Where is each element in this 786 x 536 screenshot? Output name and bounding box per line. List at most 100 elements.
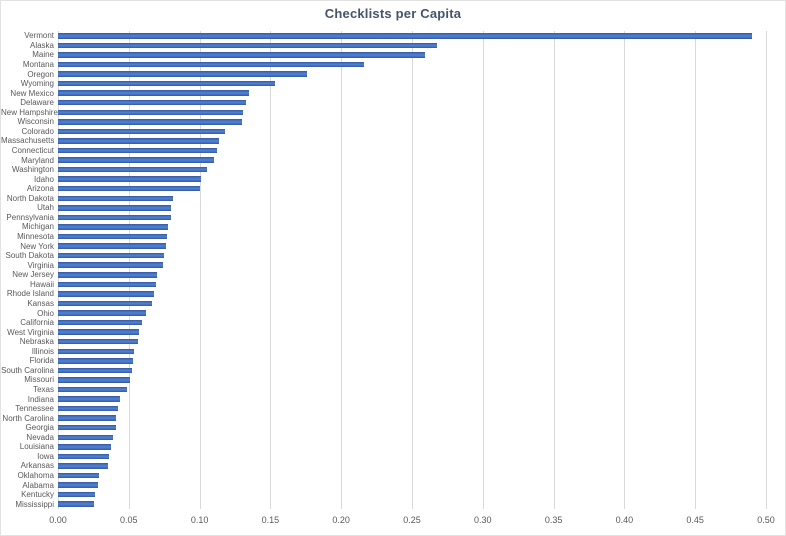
- bar-washington: [58, 166, 207, 173]
- category-label: New York: [20, 241, 54, 251]
- bar-row: [58, 61, 766, 68]
- bar-row: [58, 33, 766, 39]
- bar-row: [58, 358, 766, 364]
- bar-new-jersey: [58, 272, 158, 278]
- gridline: [199, 31, 201, 509]
- bar-row: [58, 252, 766, 259]
- bar-row: [58, 272, 766, 278]
- bar-maine: [58, 52, 425, 58]
- bar-row: [58, 348, 766, 354]
- bar-pennsylvania: [58, 214, 171, 221]
- bar-row: [58, 501, 766, 507]
- bar-wisconsin: [58, 119, 243, 125]
- tick-label: 0.25: [403, 515, 421, 525]
- category-label: Arkansas: [20, 461, 54, 471]
- category-label: Michigan: [21, 222, 54, 232]
- category-label: Idaho: [33, 174, 54, 184]
- bar-missouri: [58, 377, 130, 383]
- bar-new-york: [58, 243, 166, 249]
- category-label: North Dakota: [6, 193, 54, 203]
- bar-massachusetts: [58, 138, 220, 144]
- category-label: Hawaii: [29, 279, 54, 289]
- bar-arkansas: [58, 463, 108, 469]
- bar-row: [58, 310, 766, 316]
- plot-area: [58, 31, 767, 509]
- gridline: [270, 31, 272, 509]
- bar-row: [58, 444, 766, 450]
- bar-row: [58, 233, 766, 240]
- tick-label: 0.05: [120, 515, 138, 525]
- category-label: Texas: [33, 385, 54, 394]
- bar-texas: [58, 386, 128, 393]
- bar-row: [58, 157, 766, 163]
- category-label: Utah: [37, 203, 54, 213]
- category-label: Georgia: [25, 423, 54, 433]
- tick-label: 0.00: [49, 515, 67, 525]
- bar-colorado: [58, 128, 226, 135]
- tick-label: 0.40: [615, 515, 634, 525]
- bar-mississippi: [58, 501, 95, 507]
- category-label: Montana: [22, 59, 54, 69]
- bar-georgia: [58, 424, 116, 431]
- bar-minnesota: [58, 233, 168, 240]
- bar-west-virginia: [58, 329, 139, 335]
- bar-row: [58, 185, 766, 192]
- bar-delaware: [58, 99, 247, 106]
- bar-nebraska: [58, 338, 139, 345]
- bar-oklahoma: [58, 472, 100, 479]
- bar-michigan: [58, 224, 169, 230]
- category-label: Ohio: [37, 308, 54, 318]
- tick-label: 0.35: [544, 515, 563, 525]
- tick-label: 0.45: [686, 515, 704, 525]
- bar-row: [58, 205, 766, 211]
- bar-south-carolina: [58, 367, 132, 374]
- bar-row: [58, 90, 766, 96]
- category-label: Alaska: [29, 40, 54, 50]
- bar-nevada: [58, 434, 113, 441]
- bar-row: [58, 386, 766, 393]
- bar-row: [58, 415, 766, 421]
- bar-row: [58, 138, 766, 144]
- category-label: Virginia: [27, 260, 54, 270]
- gridline: [695, 31, 697, 509]
- bar-alabama: [58, 482, 99, 488]
- bar-wyoming: [58, 80, 275, 87]
- category-label: Vermont: [24, 31, 54, 41]
- bar-row: [58, 147, 766, 154]
- bar-iowa: [58, 453, 109, 460]
- bar-louisiana: [58, 444, 112, 450]
- bar-row: [58, 329, 766, 335]
- bar-connecticut: [58, 147, 217, 154]
- category-label: West Virginia: [7, 327, 54, 337]
- bar-row: [58, 176, 766, 182]
- category-label: Kansas: [27, 298, 54, 308]
- bar-row: [58, 224, 766, 230]
- category-label: Wyoming: [20, 79, 54, 89]
- category-label: New Jersey: [12, 270, 54, 280]
- bar-north-dakota: [58, 195, 173, 202]
- bar-florida: [58, 358, 134, 364]
- chart-title: Checklists per Capita: [324, 6, 462, 21]
- bar-row: [58, 434, 766, 441]
- bar-row: [58, 243, 766, 249]
- category-label: Nebraska: [19, 337, 54, 347]
- bar-montana: [58, 61, 364, 68]
- bar-row: [58, 338, 766, 345]
- category-label: Minnesota: [17, 232, 54, 242]
- bar-row: [58, 71, 766, 77]
- tick-label: 0.15: [261, 515, 280, 525]
- category-label: Maine: [32, 50, 54, 60]
- gridline: [482, 31, 484, 509]
- category-label: New Mexico: [10, 88, 54, 98]
- bar-row: [58, 453, 766, 460]
- bar-row: [58, 300, 766, 307]
- category-label: Washington: [12, 165, 54, 175]
- bar-row: [58, 52, 766, 58]
- tick-label: 0.20: [332, 515, 350, 525]
- category-label: South Dakota: [5, 251, 54, 261]
- bar-california: [58, 319, 142, 326]
- category-label: Colorado: [21, 126, 54, 136]
- category-label: Oklahoma: [17, 471, 54, 481]
- bar-row: [58, 262, 766, 268]
- category-label: South Carolina: [1, 365, 54, 375]
